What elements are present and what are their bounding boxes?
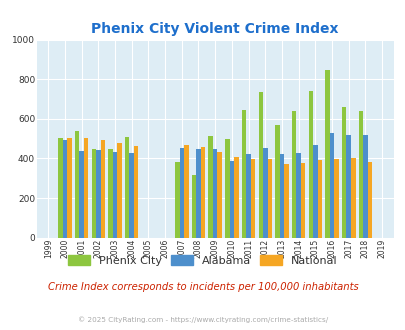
Bar <box>246 154 250 238</box>
Bar <box>262 148 267 238</box>
Bar <box>62 140 67 238</box>
Bar <box>208 136 212 238</box>
Bar <box>212 148 217 238</box>
Text: Crime Index corresponds to incidents per 100,000 inhabitants: Crime Index corresponds to incidents per… <box>47 282 358 292</box>
Bar <box>113 152 117 238</box>
Bar <box>284 164 288 238</box>
Bar <box>308 91 312 238</box>
Bar <box>58 138 62 238</box>
Bar <box>79 151 84 238</box>
Bar <box>67 138 72 238</box>
Bar <box>224 139 229 238</box>
Bar <box>300 163 305 238</box>
Bar <box>125 137 129 238</box>
Bar <box>345 135 350 238</box>
Bar <box>183 145 188 238</box>
Bar <box>191 175 196 238</box>
Bar <box>217 152 222 238</box>
Bar <box>134 146 138 238</box>
Bar <box>241 110 246 238</box>
Bar <box>362 135 367 238</box>
Bar <box>96 150 100 238</box>
Bar <box>296 153 300 238</box>
Bar <box>100 140 105 238</box>
Bar <box>91 149 96 238</box>
Bar <box>317 160 321 238</box>
Bar <box>108 149 113 238</box>
Bar <box>258 92 262 238</box>
Title: Phenix City Violent Crime Index: Phenix City Violent Crime Index <box>91 22 338 36</box>
Bar <box>84 138 88 238</box>
Bar <box>200 147 205 238</box>
Bar <box>333 159 338 238</box>
Bar <box>267 159 271 238</box>
Bar <box>229 161 234 238</box>
Bar <box>329 133 333 238</box>
Bar <box>179 148 183 238</box>
Bar <box>75 131 79 238</box>
Bar <box>341 107 345 238</box>
Bar <box>358 111 362 238</box>
Bar <box>250 159 255 238</box>
Bar <box>275 125 279 238</box>
Bar <box>291 111 296 238</box>
Bar <box>324 70 329 238</box>
Bar <box>129 153 134 238</box>
Bar <box>350 158 355 238</box>
Bar <box>175 162 179 238</box>
Text: © 2025 CityRating.com - https://www.cityrating.com/crime-statistics/: © 2025 CityRating.com - https://www.city… <box>78 317 327 323</box>
Legend: Phenix City, Alabama, National: Phenix City, Alabama, National <box>64 251 341 269</box>
Bar <box>117 143 121 238</box>
Bar <box>279 154 283 238</box>
Bar <box>234 157 238 238</box>
Bar <box>367 162 371 238</box>
Bar <box>196 148 200 238</box>
Bar <box>312 145 317 238</box>
